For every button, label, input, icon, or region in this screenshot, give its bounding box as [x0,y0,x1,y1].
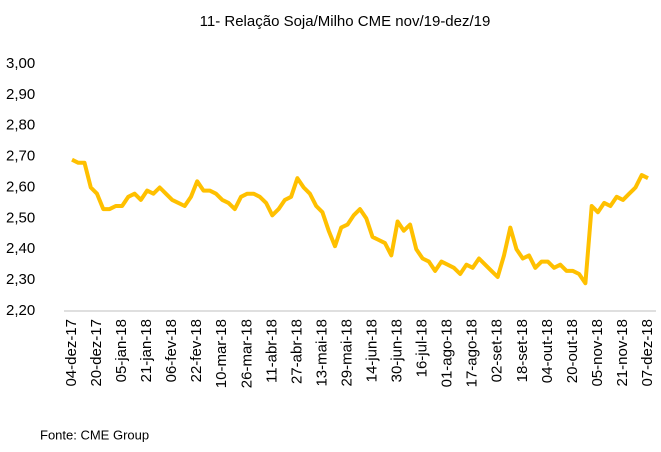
line-series [71,157,649,286]
x-tick-label: 14-jun-18 [363,319,380,382]
x-tick-label: 06-fev-18 [163,319,180,382]
x-tick-label: 16-jul-18 [414,319,431,377]
x-tick-label: 02-set-18 [489,319,506,382]
y-tick-label: 2,30 [6,271,35,288]
y-tick-label: 2,90 [6,86,35,103]
y-tick-label: 2,70 [6,148,35,165]
x-tick-label: 05-jan-18 [113,319,130,382]
y-tick-label: 2,50 [6,209,35,226]
x-tick-label: 27-abr-18 [288,319,305,384]
y-tick-label: 2,80 [6,117,35,134]
x-tick-label: 07-dez-18 [639,319,656,387]
x-tick-label: 20-dez-17 [88,319,105,387]
y-tick-label: 2,20 [6,302,35,319]
x-tick-label: 10-mar-18 [213,319,230,388]
x-tick-label: 04-dez-17 [63,319,80,387]
x-tick-label: 21-nov-18 [614,319,631,387]
x-tick-label: 18-set-18 [514,319,531,382]
source: Fonte: CME Group [40,427,149,442]
x-tick-label: 01-ago-18 [439,319,456,387]
x-tick-label: 13-mai-18 [313,319,330,387]
y-tick-label: 2,40 [6,240,35,257]
x-tick-label: 26-mar-18 [238,319,255,388]
x-tick-label: 21-jan-18 [138,319,155,382]
y-tick-label: 3,00 [6,55,35,72]
chart-title: 11- Relação Soja/Milho CME nov/19-dez/19 [200,13,491,30]
x-tick-label: 20-out-18 [564,319,581,383]
x-tick-label: 17-ago-18 [464,319,481,387]
x-tick-label: 05-nov-18 [589,319,606,387]
x-tick-label: 11-abr-18 [263,319,280,383]
y-tick-label: 2,60 [6,178,35,195]
x-tick-label: 30-jun-18 [389,319,406,382]
x-tick-label: 29-mai-18 [338,319,355,387]
x-tick-label: 04-out-18 [539,319,556,383]
x-tick-label: 22-fev-18 [188,319,205,382]
